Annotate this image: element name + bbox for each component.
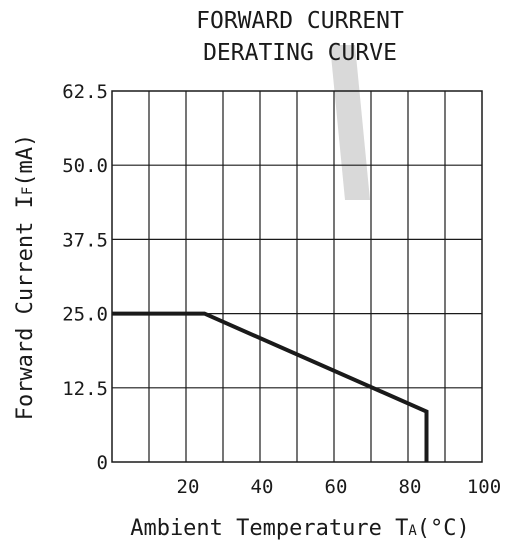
y-tick-labels: 0 12.5 25.0 37.5 50.0 62.5: [62, 81, 108, 474]
y-tick-label: 37.5: [62, 229, 108, 251]
x-tick-label: 60: [325, 476, 348, 498]
y-axis-label-text: Forward Current I: [13, 195, 38, 420]
y-axis-label-subscript: F: [20, 187, 36, 195]
y-tick-label: 62.5: [62, 81, 108, 103]
chart-title-line-2: DERATING CURVE: [203, 40, 397, 66]
y-tick-label: 12.5: [62, 378, 108, 400]
x-axis-label-subscript: A: [408, 523, 417, 539]
x-tick-label: 20: [177, 476, 200, 498]
y-tick-label: 50.0: [62, 155, 108, 177]
derating-curve-line: [112, 311, 429, 462]
y-axis-label: Forward Current IF(mA): [13, 134, 38, 421]
x-tick-labels: 20 40 60 80 100: [177, 476, 502, 498]
y-tick-label: 25.0: [62, 304, 108, 326]
x-tick-label: 80: [399, 476, 422, 498]
plot-grid: [112, 91, 482, 462]
x-axis-label-text: Ambient Temperature T: [130, 516, 408, 541]
series-group: [112, 311, 429, 462]
watermark: [330, 45, 370, 200]
y-tick-label: 0: [97, 452, 108, 474]
y-axis-label-units: (mA): [13, 134, 38, 187]
chart-title-line-1: FORWARD CURRENT: [196, 8, 404, 34]
plot-frame: [111, 90, 483, 463]
x-tick-label: 40: [251, 476, 274, 498]
x-tick-label: 100: [467, 476, 501, 498]
x-axis-label: Ambient Temperature TA(°C): [130, 516, 470, 541]
x-axis-label-units: (°C): [417, 516, 470, 541]
